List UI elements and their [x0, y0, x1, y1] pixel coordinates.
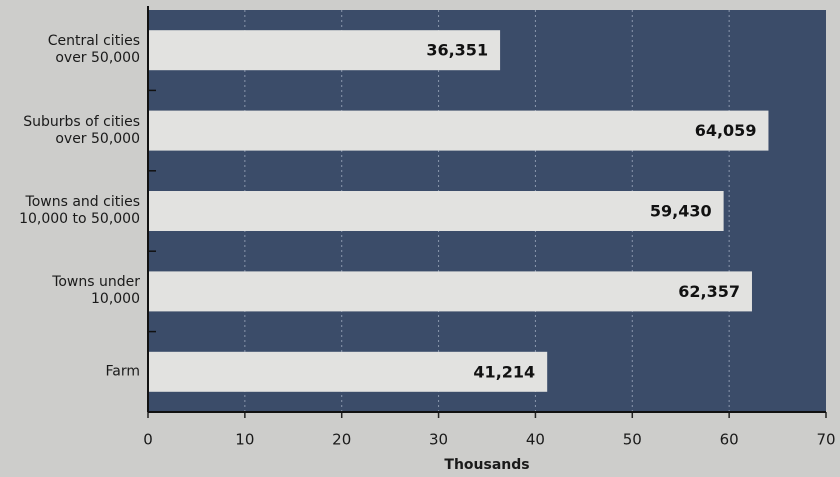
- value-label: 64,059: [695, 121, 757, 140]
- x-tick-label: 40: [526, 431, 545, 449]
- x-tick-label: 30: [429, 431, 448, 449]
- y-tick-label: Farm: [105, 363, 141, 380]
- y-tick-label: Suburbs of cities over 50,000: [23, 113, 140, 147]
- x-tick-label: 0: [143, 431, 153, 449]
- x-tick-label: 20: [332, 431, 351, 449]
- value-label: 36,351: [426, 41, 488, 60]
- y-tick-label: Towns under 10,000: [52, 274, 140, 308]
- x-tick-label: 50: [623, 431, 642, 449]
- x-axis-label: Thousands: [444, 457, 529, 473]
- bar: [148, 191, 724, 231]
- value-label: 59,430: [650, 202, 712, 221]
- bar: [148, 30, 501, 71]
- y-tick-label: Towns and cities 10,000 to 50,000: [19, 194, 140, 227]
- x-tick-label: 60: [720, 431, 739, 449]
- value-label: 62,357: [678, 282, 740, 301]
- bar: [148, 351, 548, 392]
- bar: [148, 110, 769, 151]
- y-tick-label: Central cities over 50,000: [47, 33, 140, 67]
- x-tick-label: 70: [816, 431, 835, 449]
- bar: [148, 271, 752, 312]
- value-label: 41,214: [473, 362, 535, 381]
- x-tick-label: 10: [235, 431, 254, 449]
